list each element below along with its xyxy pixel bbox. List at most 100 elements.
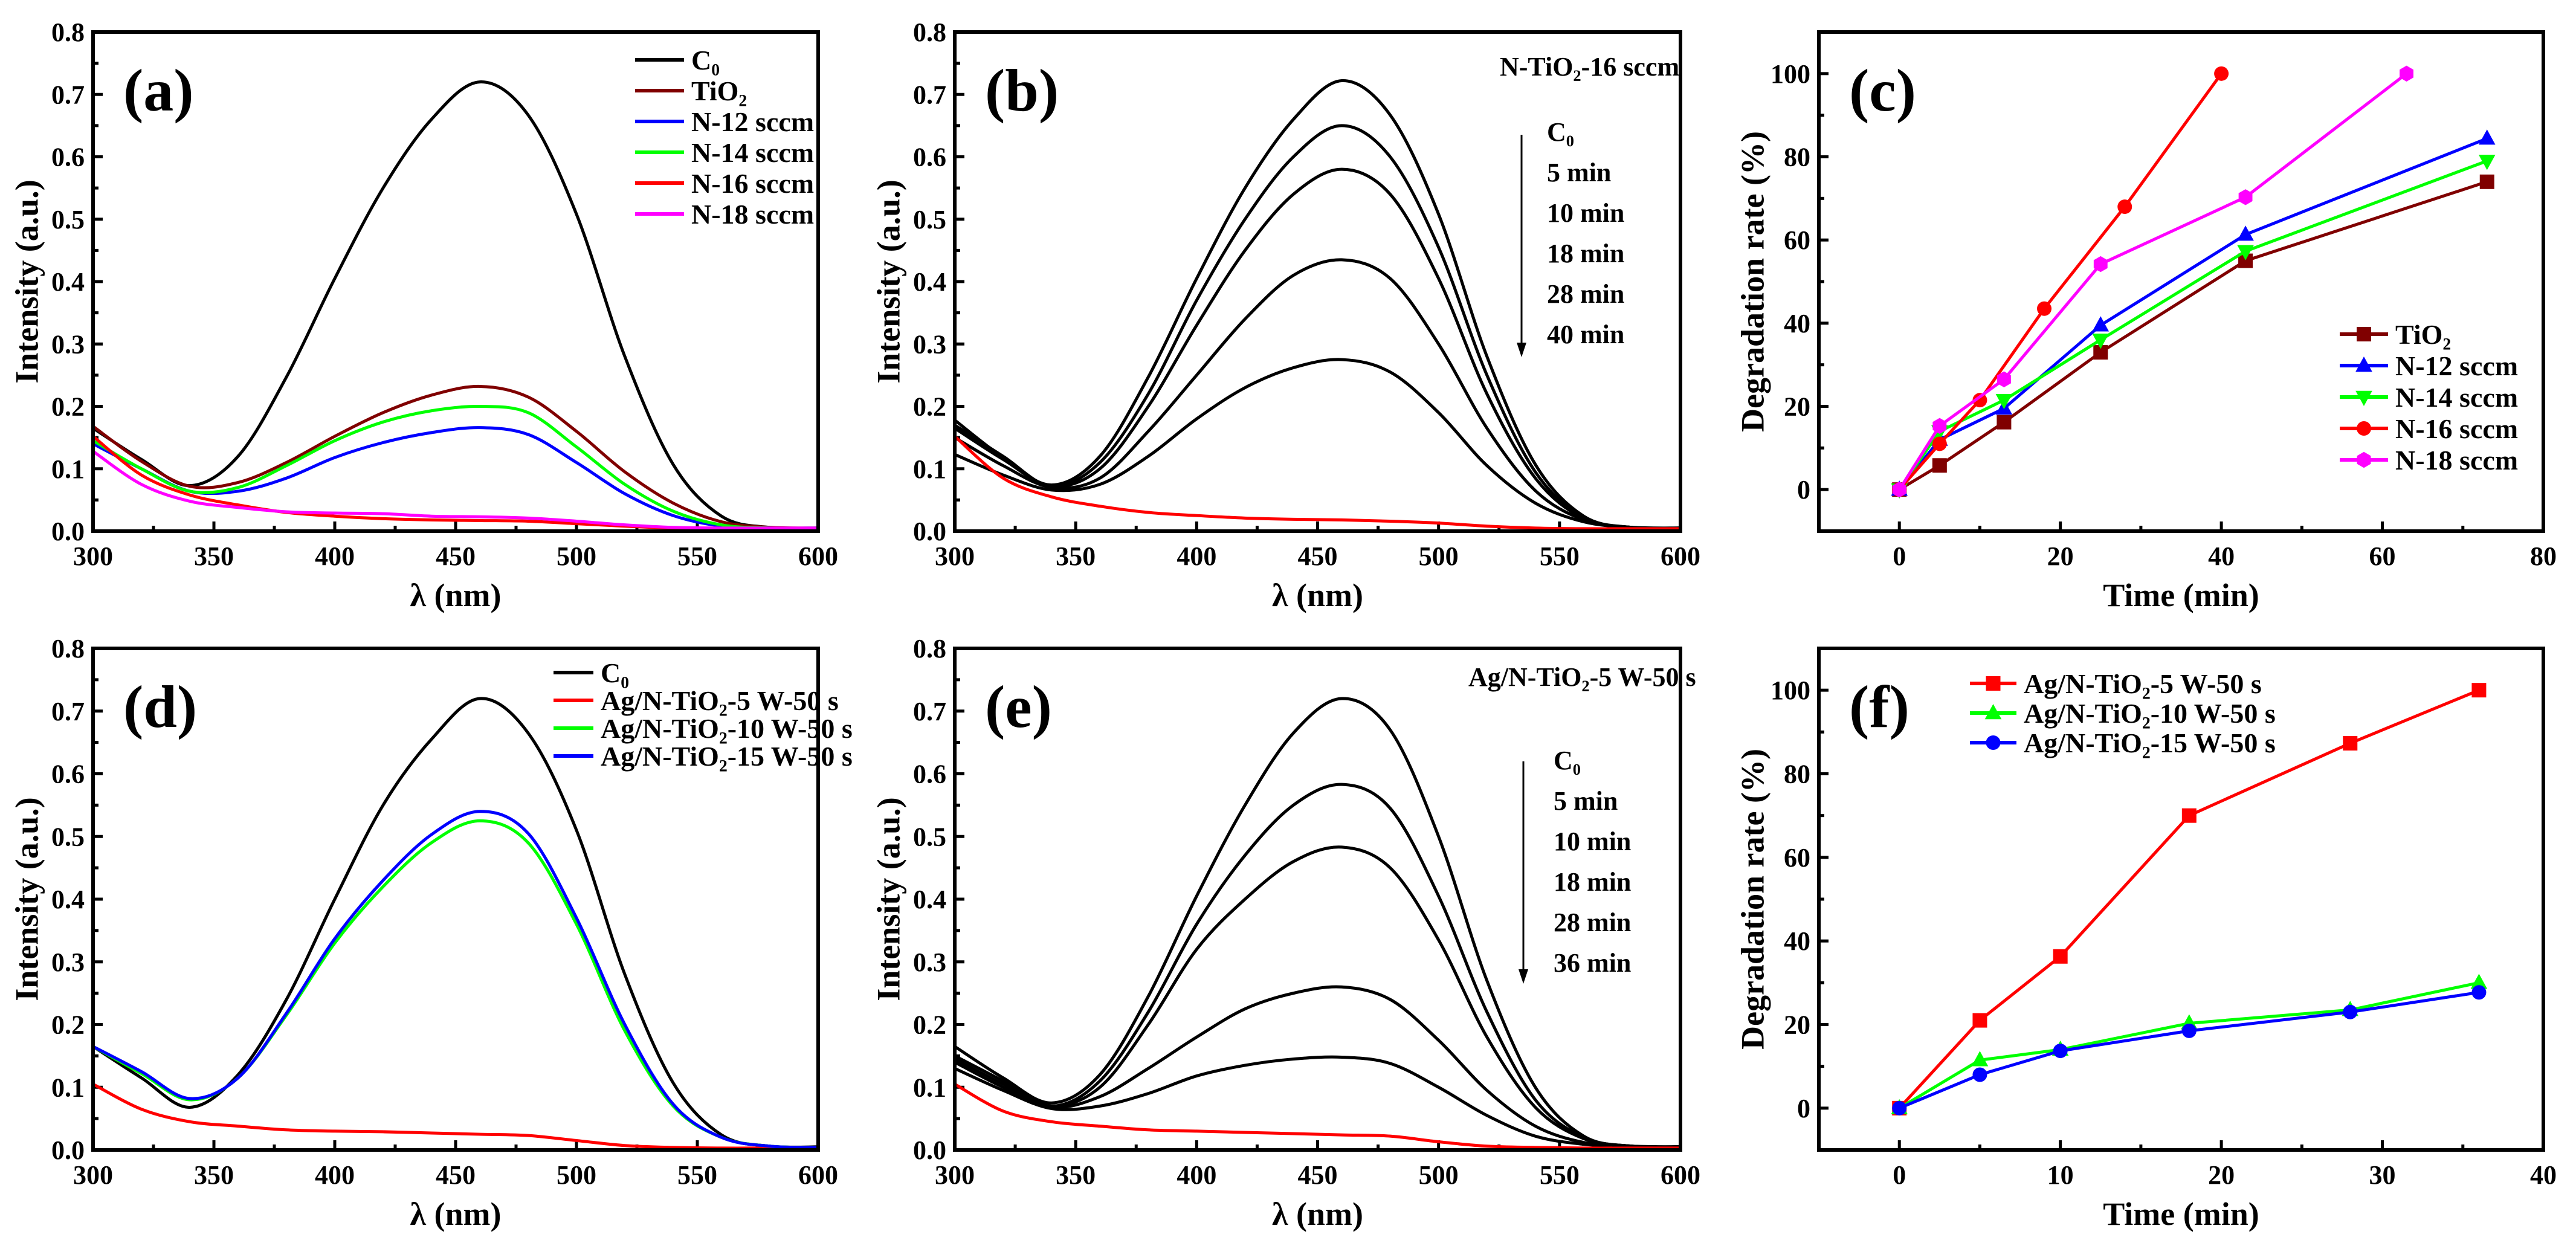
data-point — [2037, 301, 2052, 316]
y-tick-label: 0.4 — [913, 267, 946, 297]
annotation-label: 5 min — [1554, 786, 1618, 816]
x-tick-label: 500 — [557, 541, 596, 571]
y-tick-label: 0.8 — [913, 634, 946, 663]
data-point — [2053, 1044, 2068, 1059]
legend-label: Ag/N-TiO₂-5 W-50 s — [2024, 668, 2262, 699]
series-line — [93, 426, 818, 530]
legend-marker — [1984, 704, 2002, 720]
legend-marker — [2357, 327, 2371, 341]
annotation-title: Ag/N-TiO₂-5 W-50 s — [1468, 662, 1696, 692]
y-tick-label: 0.0 — [913, 1135, 946, 1165]
x-tick-label: 350 — [1056, 1160, 1096, 1190]
y-tick-label: 0.7 — [913, 80, 946, 109]
y-tick-label: 0.4 — [913, 885, 946, 914]
x-tick-label: 30 — [2369, 1160, 2396, 1190]
series-line — [1898, 137, 2488, 491]
x-tick-label: 450 — [1298, 1160, 1338, 1190]
plot-area — [955, 697, 1680, 1150]
legend-label: N-18 sccm — [691, 199, 814, 230]
panel-e: 300 350 400 450 500 550 600 0.0 0.1 0.2 0.3 0.4 0.5 0… — [870, 634, 1700, 1232]
x-tick-label: 350 — [194, 541, 234, 571]
data-point — [1972, 1067, 1987, 1082]
y-tick-label: 0.4 — [51, 885, 85, 914]
series-line — [955, 435, 1680, 531]
legend-label: Ag/N-TiO₂-15 W-50 s — [2024, 728, 2276, 758]
annotation-label: 10 min — [1554, 827, 1631, 856]
panel-a: 300 350 400 450 500 550 600 0.0 0.1 0.2 0.3 0.4 0.5 0… — [8, 18, 838, 613]
data-point — [2214, 66, 2229, 81]
data-point — [1892, 1100, 1907, 1115]
data-point — [2478, 155, 2496, 170]
data-point — [2471, 683, 2487, 698]
data-point — [1971, 1051, 1989, 1067]
panel-label: (a) — [123, 57, 194, 124]
legend-label: N-16 sccm — [691, 168, 814, 199]
x-tick-label: 20 — [2047, 541, 2074, 571]
data-point — [1997, 415, 2012, 430]
y-tick-label: 0.2 — [913, 392, 946, 422]
x-tick-label: 20 — [2208, 1160, 2235, 1190]
legend-marker — [2357, 451, 2371, 468]
x-tick-label: 400 — [1177, 541, 1216, 571]
legend-item: Ag/N-TiO₂-5 W-50 s — [554, 685, 839, 716]
y-tick-label: 0 — [1797, 1094, 1810, 1123]
annotation-label: C₀ — [1547, 117, 1574, 147]
legend-item: Ag/N-TiO₂-15 W-50 s — [1970, 728, 2276, 758]
x-tick-label: 600 — [1661, 1160, 1700, 1190]
x-tick-label: 400 — [1177, 1160, 1216, 1190]
data-point — [1995, 393, 2013, 410]
data-point — [2053, 949, 2068, 964]
annotation: Ag/N-TiO₂-5 W-50 s C₀ 5 min 10 min 18 min 28 … — [1468, 662, 1696, 984]
y-tick-label: 0.3 — [51, 329, 85, 359]
y-tick-label: 60 — [1784, 225, 1810, 255]
x-axis-title: λ (nm) — [1272, 577, 1363, 613]
y-tick-label: 80 — [1784, 143, 1810, 172]
annotation-label: 18 min — [1554, 867, 1631, 897]
legend-label: Ag/N-TiO₂-15 W-50 s — [601, 741, 853, 772]
y-tick-label: 0.4 — [51, 267, 85, 297]
legend-marker — [2355, 390, 2372, 406]
y-tick-label: 40 — [1784, 309, 1810, 338]
data-point — [1932, 436, 1947, 451]
plot-frame — [1817, 30, 2545, 533]
panel-label: (c) — [1849, 57, 1916, 124]
legend-item: Ag/N-TiO₂-15 W-50 s — [554, 741, 853, 772]
x-tick-label: 40 — [2530, 1160, 2557, 1190]
y-tick-label: 20 — [1784, 392, 1810, 422]
series-line — [955, 697, 1680, 1149]
x-tick-label: 450 — [1298, 541, 1338, 571]
y-tick-label: 0.1 — [913, 454, 946, 484]
panel-b: 300 350 400 450 500 550 600 0.0 0.1 0.2 0.3 0.4 0.5 0… — [870, 18, 1700, 613]
legend-marker — [1986, 735, 2001, 750]
plot-area — [93, 80, 818, 531]
data-point — [2181, 808, 2197, 823]
data-point — [1997, 371, 2011, 387]
data-point — [1892, 481, 1906, 498]
y-tick-label: 0.2 — [51, 392, 85, 422]
legend-label: TiO₂ — [691, 76, 747, 106]
y-tick-label: 0.0 — [51, 517, 85, 546]
legend-item: Ag/N-TiO₂-5 W-50 s — [1970, 668, 2262, 699]
series-line — [955, 783, 1680, 1149]
panel-label: (d) — [123, 673, 197, 740]
annotation-label: 36 min — [1554, 948, 1631, 978]
plot-area — [93, 697, 818, 1150]
legend-item: N-12 sccm — [2340, 350, 2518, 381]
data-point — [2117, 199, 2132, 215]
series-line — [1898, 160, 2488, 491]
y-tick-label: 0.2 — [913, 1010, 946, 1040]
legend-item: N-16 sccm — [2340, 413, 2518, 444]
y-axis-title: Degradation rate (%) — [1734, 749, 1771, 1050]
plot-frame — [1817, 647, 2545, 1152]
y-tick-label: 0.8 — [51, 18, 85, 47]
data-point — [2181, 1023, 2197, 1038]
annotation-label: C₀ — [1554, 746, 1581, 775]
x-tick-label: 450 — [436, 541, 476, 571]
x-tick-label: 500 — [1419, 541, 1459, 571]
series-line — [955, 124, 1680, 530]
legend-label: N-18 sccm — [2395, 445, 2518, 476]
y-tick-label: 0.1 — [51, 1073, 85, 1102]
y-tick-label: 100 — [1771, 676, 1810, 705]
x-tick-label: 600 — [798, 1160, 838, 1190]
